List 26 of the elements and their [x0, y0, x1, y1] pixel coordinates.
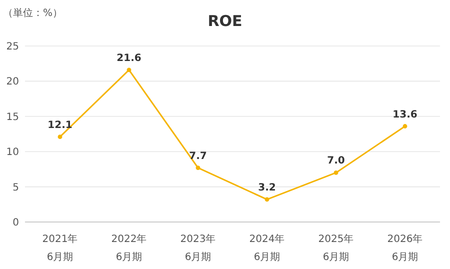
- y-axis-title: （単位：%）: [3, 7, 63, 19]
- point: [402, 124, 408, 128]
- text: 7.7: [189, 150, 207, 162]
- text: 13.6: [392, 109, 418, 120]
- y-tick-label: 25: [6, 42, 19, 52]
- x-tick-label: 2024年 6月期: [249, 233, 285, 263]
- text: 12.1: [48, 120, 72, 131]
- y-tick-label: 5: [12, 182, 19, 194]
- y-tick-label: 15: [6, 112, 19, 123]
- x-tick-label: 2021年 6月期: [42, 233, 78, 263]
- x-tick-label: 2026年 6月期: [387, 233, 423, 263]
- y-tick-label: 10: [6, 147, 19, 158]
- point: [196, 166, 200, 170]
- chart-title: ROE: [208, 12, 242, 30]
- point: [58, 134, 62, 140]
- point: [126, 68, 132, 72]
- y-tick-label: 20: [6, 76, 19, 88]
- text: 3.2: [258, 182, 276, 194]
- text: 21.6: [116, 52, 142, 64]
- x-tick-label: 2025年 6月期: [318, 233, 354, 263]
- x-tick-label: 2022年 6月期: [111, 233, 147, 263]
- x-tick-label: 2023年 6月期: [180, 233, 216, 263]
- y-tick-label: 0: [12, 218, 19, 228]
- point: [264, 197, 270, 202]
- text: 7.0: [327, 156, 345, 167]
- point: [334, 170, 338, 175]
